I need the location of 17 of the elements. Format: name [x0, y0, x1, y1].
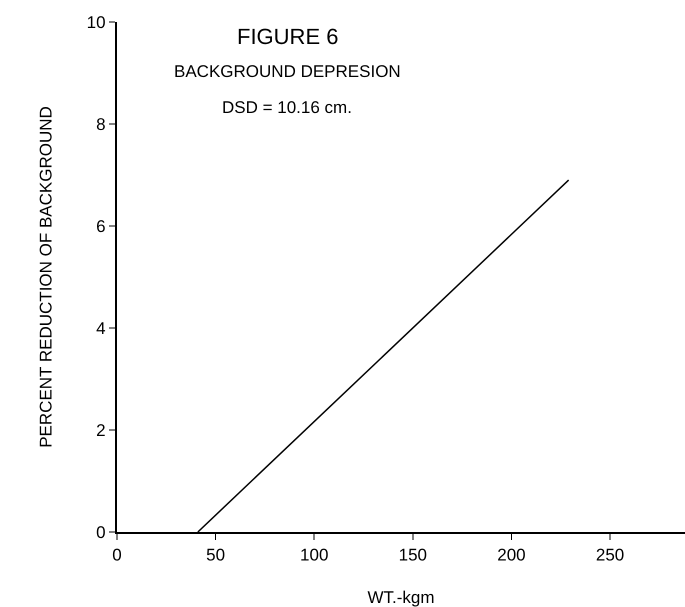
y-axis-title: PERCENT REDUCTION OF BACKGROUND: [36, 106, 56, 448]
y-tick-label: 2: [96, 420, 106, 440]
y-tick-label: 8: [96, 114, 106, 134]
x-tick-label: 50: [206, 545, 226, 564]
annotation: DSD = 10.16 cm.: [222, 98, 352, 117]
x-tick-label: 0: [112, 545, 122, 564]
x-tick-label: 150: [398, 545, 428, 564]
y-tick-label: 6: [96, 216, 106, 236]
y-tick-label: 0: [96, 522, 106, 542]
y-tick-label: 10: [86, 12, 106, 32]
x-tick-label: 200: [497, 545, 526, 564]
text: BACKGROUND DEPRESION: [174, 62, 401, 81]
chart-title: FIGURE 6: [237, 24, 338, 49]
y-tick-label: 4: [96, 318, 106, 338]
x-tick-label: 100: [300, 545, 328, 564]
x-tick-label: 250: [596, 545, 624, 564]
x-axis-title: WT.-kgm: [367, 588, 435, 607]
